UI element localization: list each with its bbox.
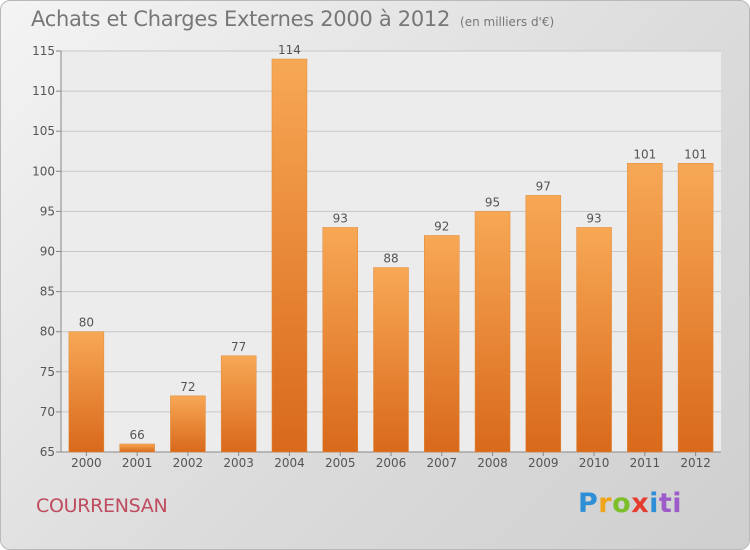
chart-unit-label: (en milliers d'€)	[460, 15, 555, 29]
bar	[119, 443, 155, 453]
bar	[220, 355, 257, 453]
data-label: 93	[586, 211, 601, 225]
bar	[68, 331, 105, 453]
x-tick-label: 2007	[426, 456, 457, 470]
data-label: 66	[130, 428, 145, 442]
bar	[677, 163, 714, 453]
y-tick-label: 75	[40, 365, 55, 379]
logo-letter: i	[649, 488, 659, 519]
bar	[474, 211, 511, 453]
x-tick-label: 2012	[680, 456, 711, 470]
data-label: 88	[383, 252, 398, 266]
x-tick-label: 2009	[528, 456, 559, 470]
y-tick-label: 110	[32, 84, 55, 98]
y-tick-label: 65	[40, 445, 55, 459]
y-tick-label: 70	[40, 405, 55, 419]
data-label: 101	[633, 147, 656, 161]
data-label: 77	[231, 340, 246, 354]
proxiti-logo[interactable]: Proxiti	[578, 488, 682, 519]
data-label: 72	[180, 380, 195, 394]
x-tick-label: 2000	[71, 456, 102, 470]
data-label: 97	[536, 179, 551, 193]
logo-letter: P	[578, 488, 599, 519]
bar	[373, 267, 409, 453]
logo-letter: ti	[658, 488, 683, 519]
x-tick-label: 2006	[376, 456, 407, 470]
bar	[627, 163, 663, 453]
y-tick-label: 105	[32, 124, 55, 138]
logo-letter: x	[631, 488, 650, 519]
x-tick-label: 2010	[579, 456, 610, 470]
logo-letter: o	[612, 488, 632, 519]
x-tick-label: 2005	[325, 456, 356, 470]
x-tick-label: 2011	[630, 456, 661, 470]
bar	[424, 235, 460, 453]
bar	[525, 195, 562, 453]
commune-name: COURRENSAN	[36, 495, 168, 517]
x-tick-label: 2003	[223, 456, 254, 470]
bar	[322, 227, 358, 453]
data-label: 93	[333, 211, 348, 225]
data-label: 95	[485, 195, 500, 209]
bar	[271, 58, 308, 453]
x-tick-label: 2002	[173, 456, 204, 470]
x-tick-label: 2008	[477, 456, 508, 470]
data-label: 80	[79, 316, 94, 330]
y-tick-label: 90	[40, 245, 55, 259]
y-tick-label: 100	[32, 164, 55, 178]
y-tick-label: 85	[40, 285, 55, 299]
x-tick-label: 2001	[122, 456, 153, 470]
data-label: 114	[278, 43, 301, 57]
bar	[576, 227, 612, 453]
y-tick-label: 115	[32, 44, 55, 58]
y-tick-label: 80	[40, 325, 55, 339]
chart-title: Achats et Charges Externes 2000 à 2012 (e…	[31, 7, 554, 31]
x-tick-label: 2004	[274, 456, 305, 470]
bar	[170, 395, 206, 453]
logo-letter: r	[598, 488, 613, 519]
data-label: 101	[684, 147, 707, 161]
data-label: 92	[434, 219, 449, 233]
y-tick-label: 95	[40, 204, 55, 218]
chart-title-text: Achats et Charges Externes 2000 à 2012	[31, 7, 451, 31]
